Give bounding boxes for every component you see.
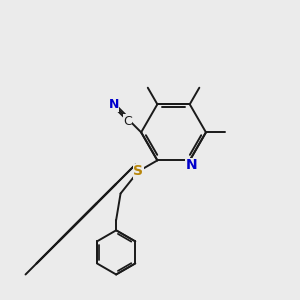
Text: S: S [133,164,143,178]
Text: C: C [123,115,132,128]
Text: N: N [109,98,119,112]
Text: N: N [185,158,197,172]
